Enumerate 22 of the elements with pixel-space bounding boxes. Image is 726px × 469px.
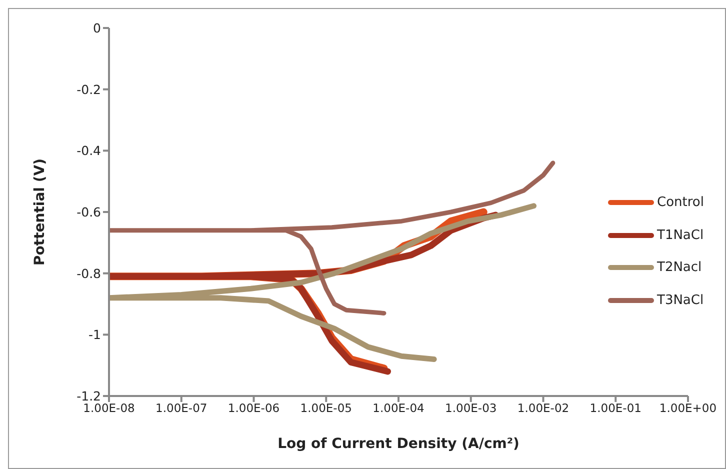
legend-label: T2Nacl [657,260,702,276]
y-tick-label: -0.2 [76,82,101,97]
x-tick-label: 1.00E-05 [300,401,352,416]
x-tick-label: 1.00E-03 [445,401,497,416]
y-tick-label: -0.8 [76,266,102,281]
legend-label: T3NaCl [657,292,704,308]
y-axis-title: Pottential (V) [32,158,48,266]
x-tick-label: 1.00E-08 [83,401,135,416]
x-tick-label: 1.00E-02 [517,401,570,416]
x-tick-label: 1.00E-04 [372,401,424,416]
x-tick-label: 1.00E-07 [156,401,208,416]
legend-label: T1NaCl [657,228,704,243]
x-tick-label: 1.00E-01 [590,401,642,416]
legend-label: Control [657,194,704,210]
x-tick-label: 1.00E+00 [659,401,717,416]
y-tick-label: -0.4 [76,143,102,158]
x-axis-title: Log of Current Density (A/cm²) [278,436,520,452]
x-tick-label: 1.00E-06 [228,401,280,416]
y-tick-label: -0.6 [76,204,102,220]
y-tick-label: -1.2 [76,388,101,404]
y-tick-label: 0 [93,20,102,36]
y-tick-label: -1 [88,327,101,342]
